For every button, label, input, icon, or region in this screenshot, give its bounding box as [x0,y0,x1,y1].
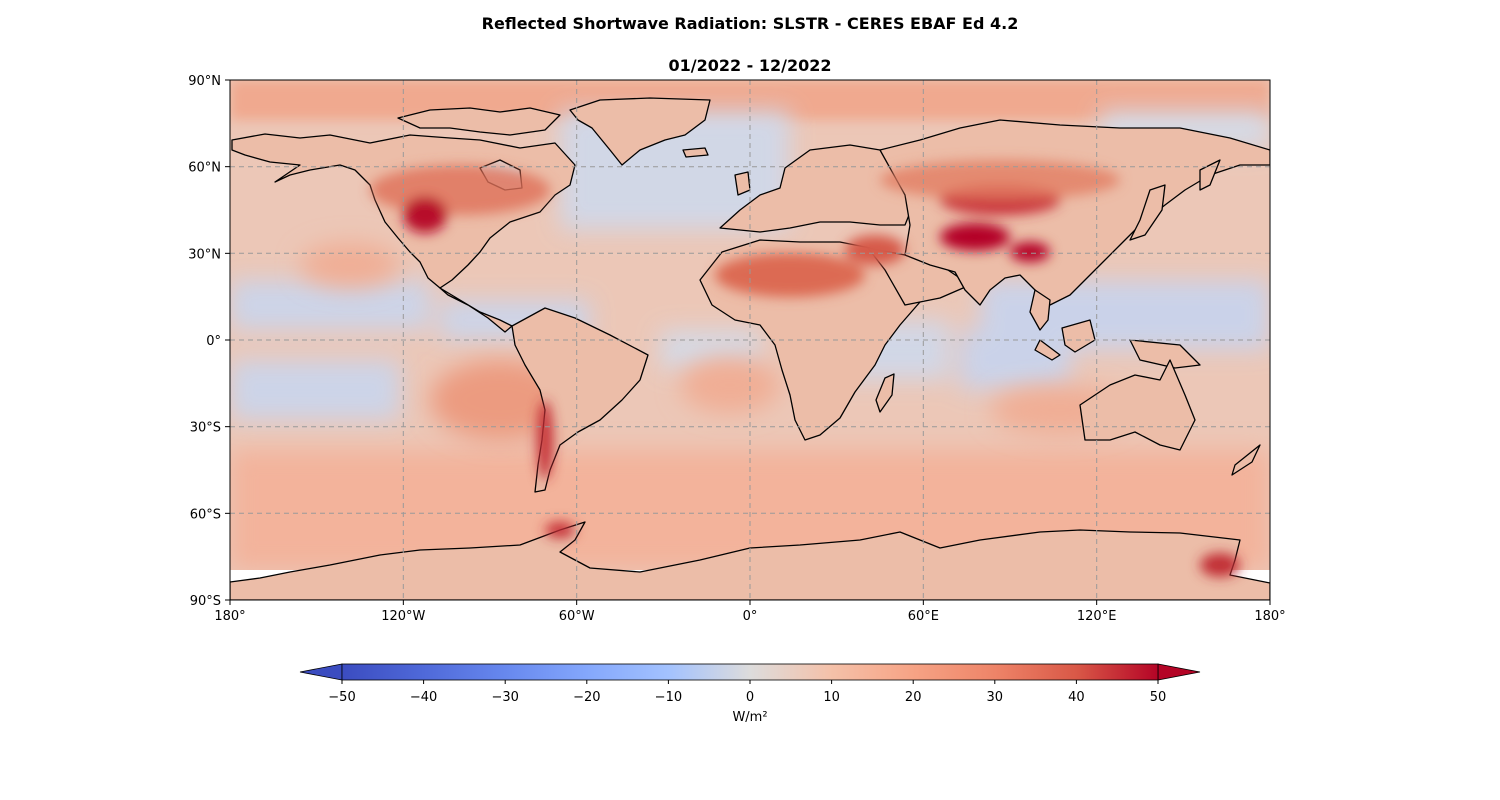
y-tick-label: 90°S [190,594,221,609]
colorbar-tick-label: −20 [573,690,600,705]
colorbar-tick-label: −10 [655,690,682,705]
colorbar-extend-min [299,663,343,681]
colorbar-gradient [341,663,1159,681]
chart-subtitle: 01/2022 - 12/2022 [668,56,832,75]
y-tick-label: 30°S [190,421,221,436]
x-tick-label: 0° [743,609,758,624]
x-tick-label: 180° [1254,609,1285,624]
x-tick-label: 60°E [908,609,939,624]
colorbar-label: W/m² [732,710,767,725]
radiation-difference-field [230,80,1270,600]
colorbar-tick-label: 20 [905,690,922,705]
colorbar-tick-label: −50 [328,690,355,705]
colorbar-tick-label: 50 [1150,690,1167,705]
chart-title: Reflected Shortwave Radiation: SLSTR - C… [481,14,1019,33]
colorbar-tick-label: 10 [823,690,840,705]
y-tick-label: 60°S [190,507,221,522]
x-tick-label: 120°W [381,609,425,624]
colorbar-tick-label: 40 [1068,690,1085,705]
y-tick-label: 60°N [188,161,221,176]
gridlines [230,80,1270,600]
colorbar-extend-max [1157,663,1201,681]
colorbar-tick-label: −40 [410,690,437,705]
y-tick-label: 0° [206,334,221,349]
colorbar-tick-label: 0 [746,690,754,705]
y-axis-ticks: 90°N 60°N 30°N 0° 30°S 60°S 90°S [188,74,230,609]
y-tick-label: 90°N [188,74,221,89]
y-tick-label: 30°N [188,247,221,262]
x-tick-label: 180° [214,609,245,624]
colorbar-tick-label: 30 [987,690,1004,705]
x-tick-label: 60°W [559,609,595,624]
colorbar-tick-label: −30 [491,690,518,705]
colorbar: −50 −40 −30 −20 −10 0 10 20 30 40 50 W/m² [299,663,1201,725]
x-axis-ticks: 180° 120°W 60°W 0° 60°E 120°E 180° [214,600,1286,624]
colorbar-ticks: −50 −40 −30 −20 −10 0 10 20 30 40 50 [328,680,1166,705]
x-tick-label: 120°E [1077,609,1117,624]
